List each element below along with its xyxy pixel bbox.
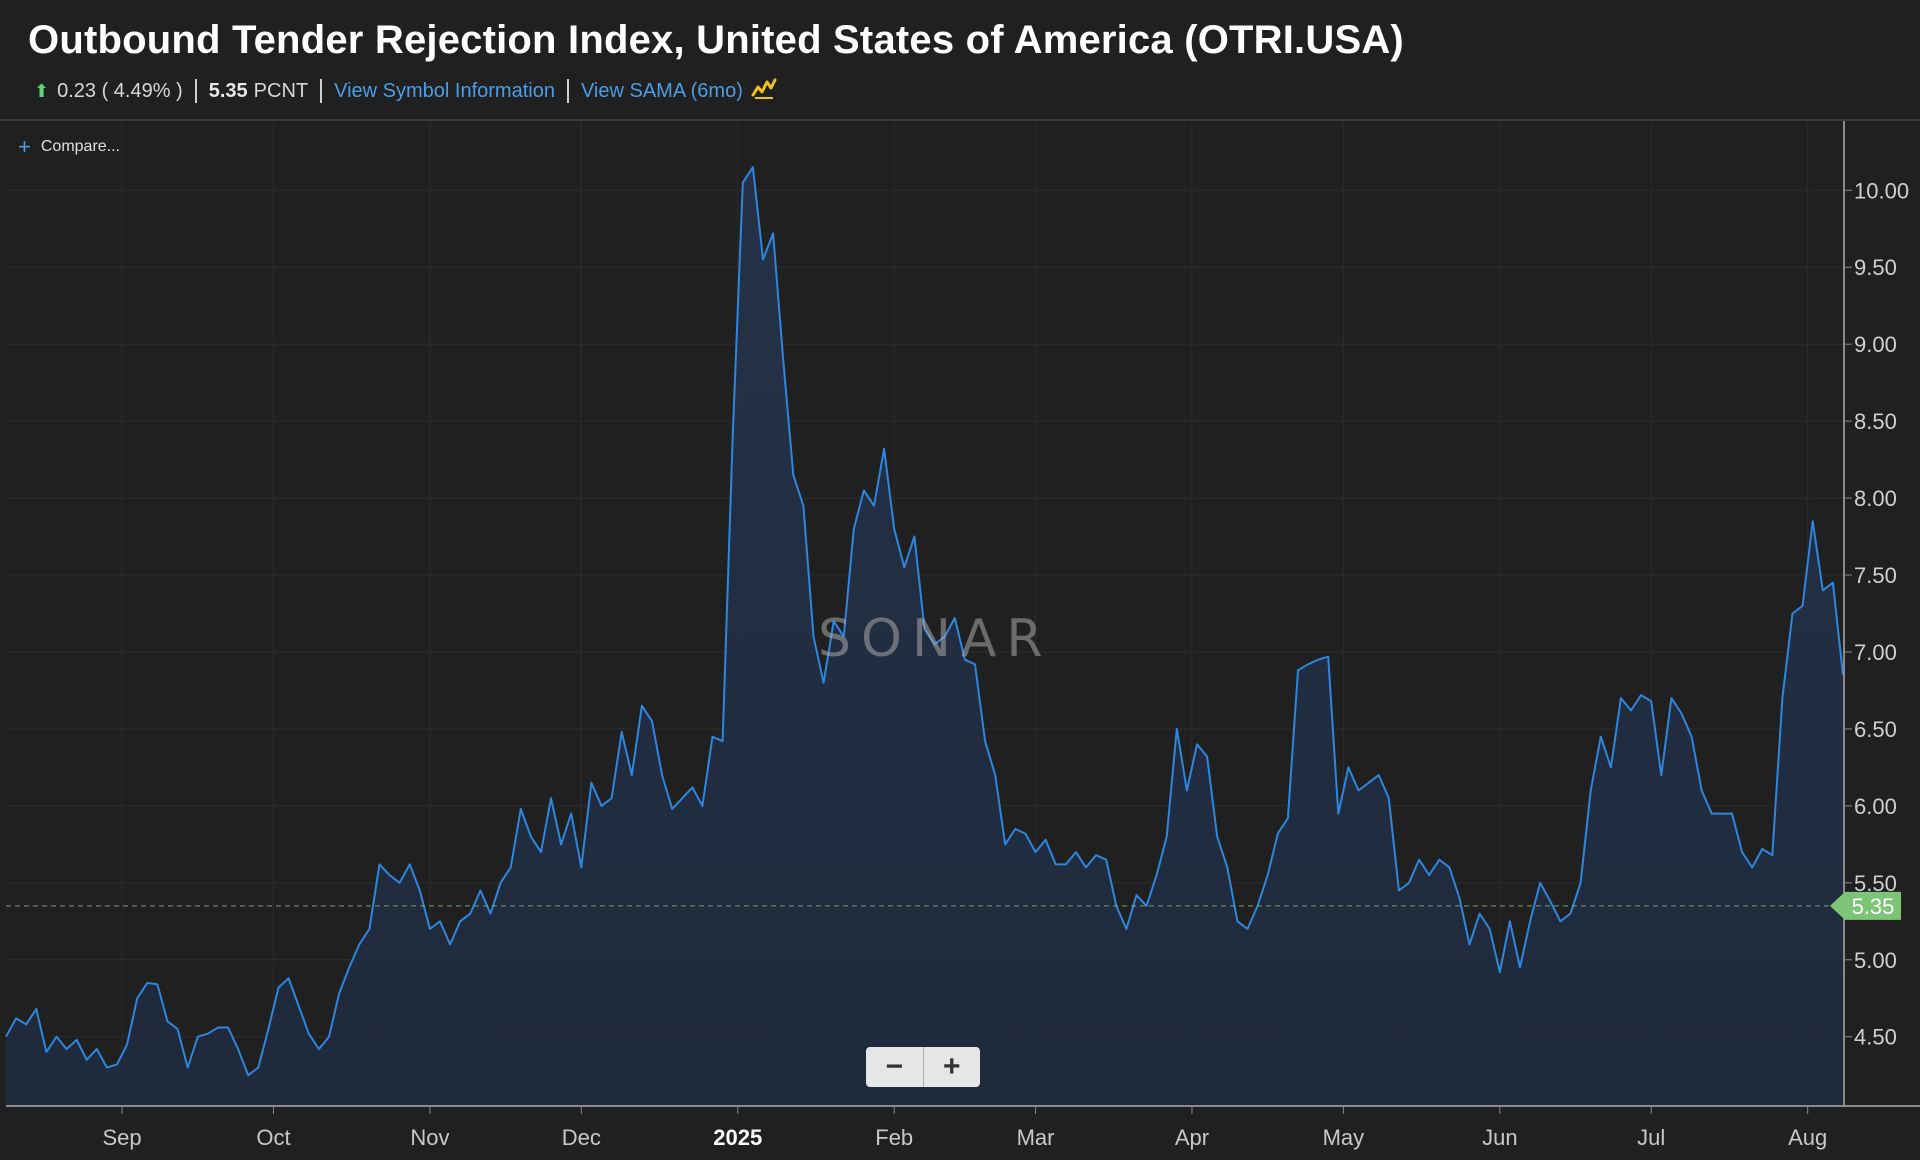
compare-button[interactable]: + Compare... xyxy=(18,134,120,159)
series-line xyxy=(5,166,1844,1077)
y-tick-label: 5.50 xyxy=(1854,871,1897,896)
zoom-divider xyxy=(922,1047,924,1087)
y-tick-label: 4.50 xyxy=(1854,1025,1897,1050)
plus-icon: + xyxy=(18,134,31,159)
y-tick-label: 6.00 xyxy=(1854,794,1897,819)
y-tick-label: 8.00 xyxy=(1854,486,1897,511)
x-tick-label: Apr xyxy=(1175,1125,1209,1150)
y-tick-label: 5.00 xyxy=(1854,948,1897,973)
x-tick-label: Jul xyxy=(1637,1125,1665,1150)
x-tick-label: Feb xyxy=(875,1125,913,1150)
x-tick-label: Dec xyxy=(562,1125,601,1150)
view-symbol-info-link[interactable]: View Symbol Information xyxy=(334,79,555,102)
current-value-label: 5.35 xyxy=(1852,894,1895,919)
x-tick-label: 2025 xyxy=(713,1125,762,1150)
x-tick-label: Mar xyxy=(1017,1125,1055,1150)
y-tick-label: 8.50 xyxy=(1854,409,1897,434)
y-tick-label: 9.50 xyxy=(1854,255,1897,280)
header-divider xyxy=(0,119,1920,121)
zoom-out-button[interactable]: − xyxy=(885,1050,904,1083)
x-tick-label: Sep xyxy=(102,1125,141,1150)
zoom-in-button[interactable]: + xyxy=(942,1050,961,1083)
chart-area[interactable]: 4.50 5.00 5.50 6.00 6.50 7.00 7.50 8.00 8.50 9.00… xyxy=(0,121,1920,1160)
view-sama-link[interactable]: View SAMA (6mo) xyxy=(580,79,743,102)
current-price: 5.35 xyxy=(208,79,248,102)
page-title: Outbound Tender Rejection Index, United … xyxy=(28,18,1404,62)
separator xyxy=(320,79,323,103)
separator xyxy=(566,79,569,103)
y-tick-label: 7.50 xyxy=(1854,563,1897,588)
sama-chart-icon[interactable] xyxy=(751,77,777,105)
x-tick-label: Jun xyxy=(1482,1125,1517,1150)
x-tick-label: Oct xyxy=(256,1125,290,1150)
x-tick-label: Aug xyxy=(1788,1125,1827,1150)
x-tick-label: Nov xyxy=(410,1125,449,1150)
sonar-watermark: SONAR xyxy=(818,609,1053,669)
separator xyxy=(194,79,197,103)
price-unit: PCNT xyxy=(253,79,309,102)
zoom-controls: − + xyxy=(866,1047,980,1087)
otri-chart[interactable]: 4.50 5.00 5.50 6.00 6.50 7.00 7.50 8.00 8.50 9.00… xyxy=(0,121,1920,1160)
change-value: 0.23 ( 4.49% ) xyxy=(57,79,183,102)
series-area xyxy=(6,167,1843,1106)
y-tick-label: 9.00 xyxy=(1854,332,1897,357)
y-tick-label: 10.00 xyxy=(1854,178,1909,203)
current-value-badge xyxy=(1830,891,1901,920)
chart-header: Outbound Tender Rejection Index, United … xyxy=(0,0,1920,119)
quote-summary: ⬆ 0.23 ( 4.49% ) 5.35 PCNT View Symbol I… xyxy=(34,78,777,104)
y-tick-label: 6.50 xyxy=(1854,717,1897,742)
y-tick-label: 7.00 xyxy=(1854,640,1897,665)
up-arrow-icon: ⬆ xyxy=(34,80,50,101)
x-tick-label: May xyxy=(1323,1125,1365,1150)
compare-label: Compare... xyxy=(40,138,120,155)
